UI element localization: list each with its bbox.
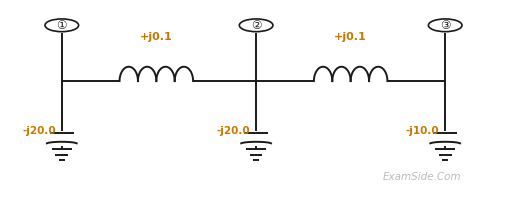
- Text: ExamSide.Com: ExamSide.Com: [382, 172, 461, 182]
- Text: +j0.1: +j0.1: [140, 32, 173, 42]
- Text: ③: ③: [440, 19, 450, 32]
- Text: ②: ②: [251, 19, 261, 32]
- Text: -j10.0: -j10.0: [406, 126, 439, 136]
- Text: ①: ①: [56, 19, 67, 32]
- Text: -j20.0: -j20.0: [22, 126, 56, 136]
- Text: +j0.1: +j0.1: [334, 32, 367, 42]
- Text: -j20.0: -j20.0: [216, 126, 250, 136]
